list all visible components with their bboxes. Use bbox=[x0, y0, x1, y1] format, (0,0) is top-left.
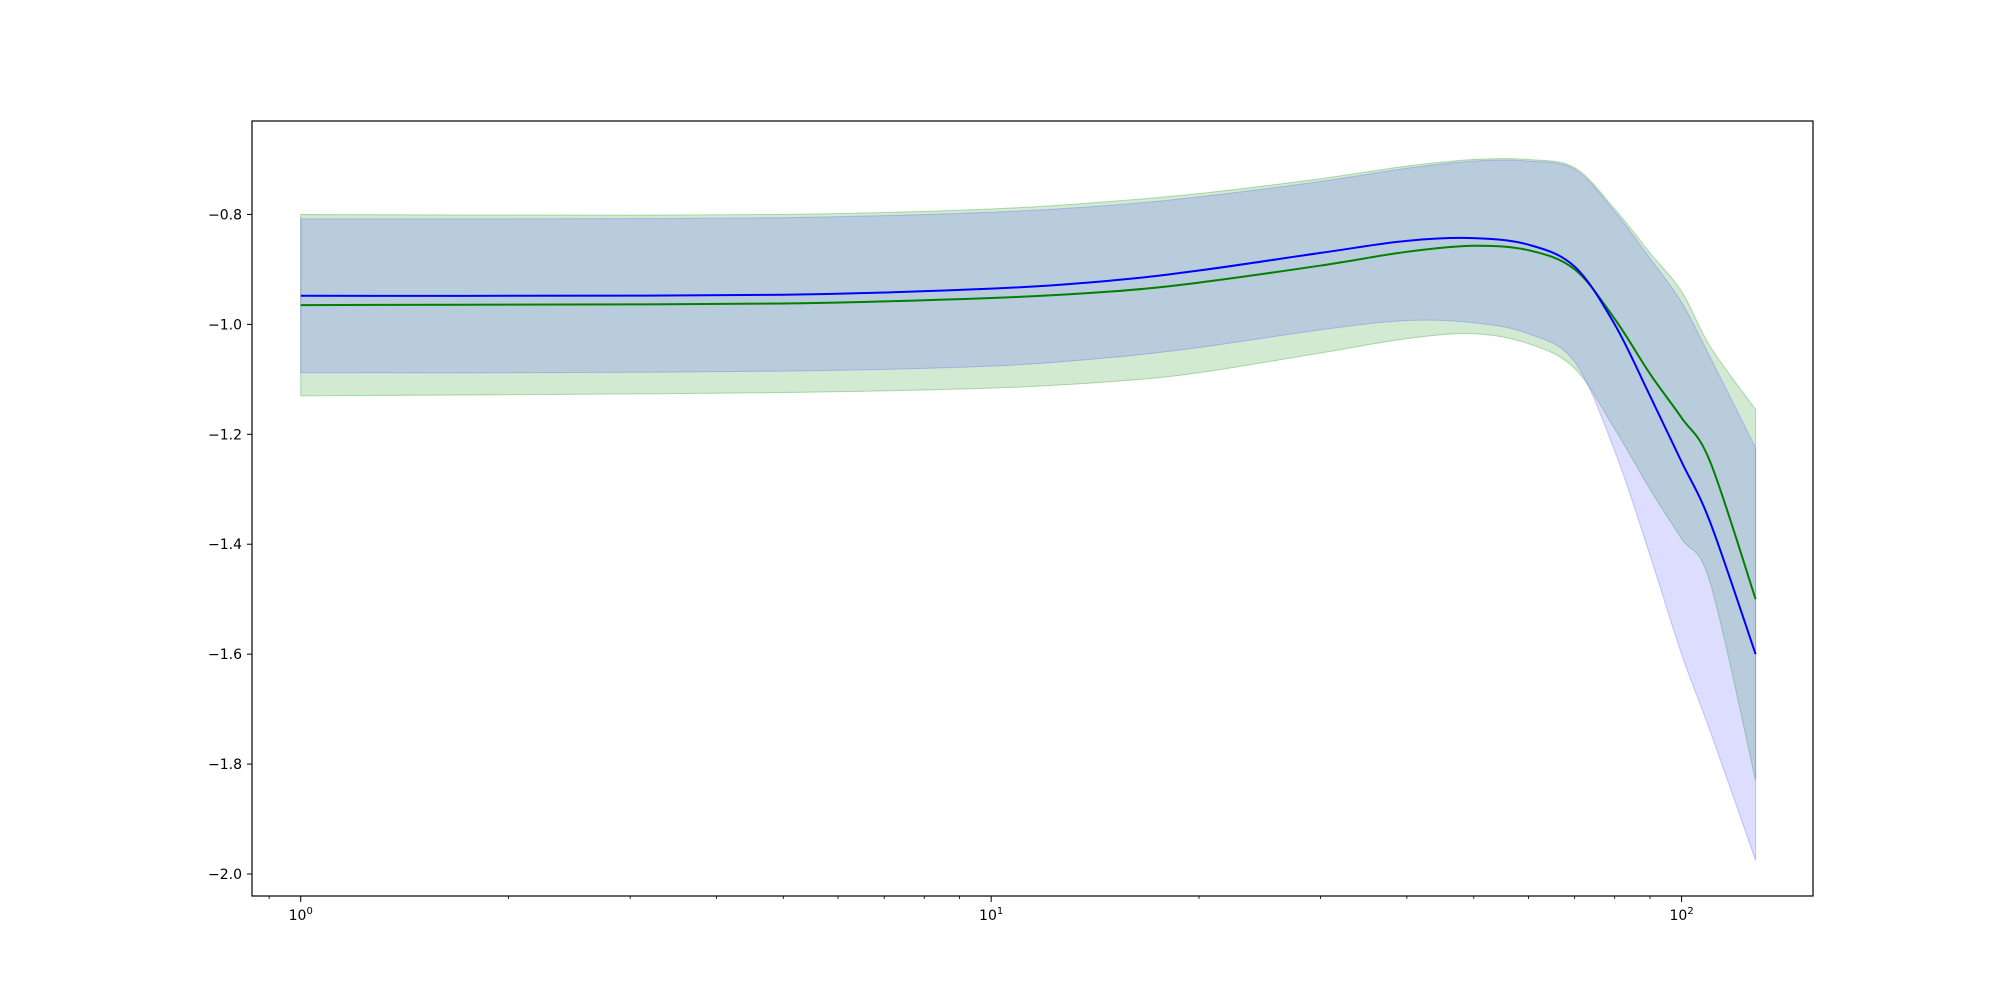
axes-frame bbox=[251, 120, 1814, 897]
y-tick-label: −2.0 bbox=[208, 867, 242, 883]
confidence-band-1 bbox=[300, 158, 1757, 781]
plot-area bbox=[300, 158, 1757, 861]
y-tick-label: −1.0 bbox=[208, 317, 242, 333]
series-line-1 bbox=[300, 244, 1757, 600]
confidence-band-2 bbox=[300, 159, 1757, 861]
series-line-2 bbox=[300, 236, 1757, 655]
y-tick-label: −0.8 bbox=[208, 207, 242, 223]
y-tick-label: −1.8 bbox=[208, 757, 242, 773]
y-tick-label: −1.6 bbox=[208, 647, 242, 663]
x-tick-label: 100 bbox=[289, 906, 313, 924]
y-tick-label: −1.4 bbox=[208, 537, 242, 553]
x-tick-label: 101 bbox=[979, 906, 1003, 924]
axes: −0.8 −1.0 −1.2 −1.4 −1.6 −1.8 −2.0 100 101 102 bbox=[208, 120, 1814, 924]
x-tick-label: 102 bbox=[1669, 906, 1693, 924]
y-tick-label: −1.2 bbox=[208, 427, 242, 443]
